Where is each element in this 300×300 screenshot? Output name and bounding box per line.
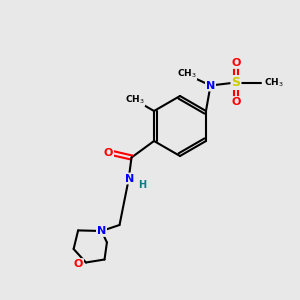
Text: S: S <box>232 76 241 89</box>
Text: N: N <box>125 173 135 184</box>
Text: O: O <box>231 58 241 68</box>
Text: CH$_3$: CH$_3$ <box>125 94 144 106</box>
Text: N: N <box>97 226 106 236</box>
Text: O: O <box>74 259 83 269</box>
Text: O: O <box>231 97 241 107</box>
Text: CH$_3$: CH$_3$ <box>177 67 196 80</box>
Text: H: H <box>138 179 146 190</box>
Text: O: O <box>104 148 113 158</box>
Text: CH$_3$: CH$_3$ <box>265 76 284 89</box>
Text: N: N <box>206 80 215 91</box>
